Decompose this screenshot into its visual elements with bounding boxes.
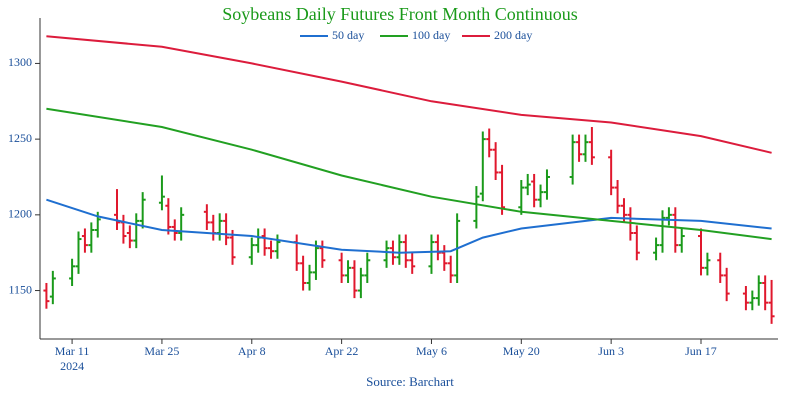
x-tick-label: May 20	[502, 344, 540, 358]
moving-average-line	[46, 198, 772, 254]
x-tick-label: Apr 8	[237, 344, 266, 358]
moving-average-line	[46, 35, 772, 154]
x-tick-label: Jun 17	[685, 344, 717, 358]
y-tick-label: 1200	[8, 207, 32, 221]
x-tick-label: Jun 3	[598, 344, 624, 358]
x-tick-label: Mar 25	[144, 344, 180, 358]
legend-label: 50 day	[332, 28, 364, 42]
y-tick-label: 1250	[8, 131, 32, 145]
legend-label: 100 day	[412, 28, 450, 42]
y-tick-label: 1150	[8, 282, 32, 296]
x-tick-label: May 6	[415, 344, 447, 358]
y-tick-label: 1300	[8, 55, 32, 69]
chart-title: Soybeans Daily Futures Front Month Conti…	[222, 4, 578, 24]
x-tick-label: Apr 22	[324, 344, 359, 358]
source-note: Source: Barchart	[366, 374, 454, 389]
legend-label: 200 day	[494, 28, 532, 42]
moving-average-line	[46, 107, 772, 241]
x-tick-label: Mar 11 2024	[54, 344, 90, 373]
